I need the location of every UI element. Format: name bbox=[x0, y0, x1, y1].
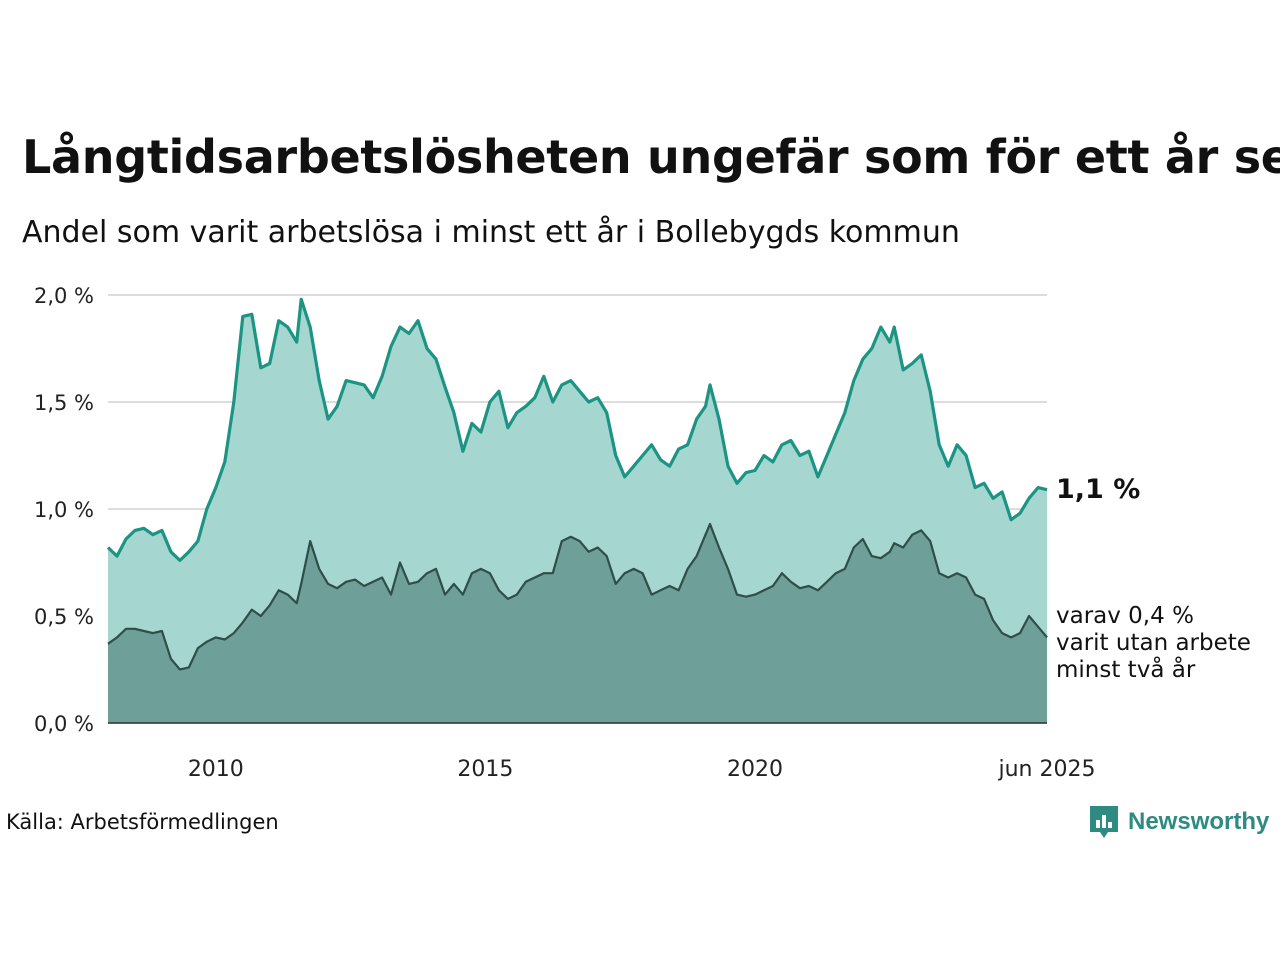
sub-label-line: varav 0,4 % bbox=[1056, 603, 1194, 629]
sub-label-line: varit utan arbete bbox=[1056, 630, 1251, 656]
primary-series-line bbox=[106, 297, 1048, 562]
newsworthy-logo-icon bbox=[1090, 806, 1118, 838]
y-tick-label: 0,5 % bbox=[34, 605, 94, 629]
y-tick-label: 0,0 % bbox=[34, 712, 94, 736]
x-tick-label: 2010 bbox=[188, 757, 244, 782]
chart-title: Långtidsarbetslösheten ungefär som för e… bbox=[22, 130, 1280, 184]
sub-series-label: varav 0,4 % varit utan arbete minst två … bbox=[1056, 603, 1276, 684]
brand-logo[interactable]: Newsworthy bbox=[1088, 804, 1269, 840]
secondary-series-line bbox=[107, 522, 1048, 671]
secondary-series-area bbox=[108, 524, 1047, 723]
source-note: Källa: Arbetsförmedlingen bbox=[6, 810, 279, 834]
x-tick-label: 2015 bbox=[457, 757, 513, 782]
y-tick-label: 1,5 % bbox=[34, 391, 94, 415]
chart-subtitle: Andel som varit arbetslösa i minst ett å… bbox=[22, 215, 960, 250]
sub-label-line: minst två år bbox=[1056, 657, 1196, 683]
y-tick-label: 1,0 % bbox=[34, 498, 94, 522]
x-tick-label: 2020 bbox=[727, 757, 783, 782]
brand-name: Newsworthy bbox=[1128, 808, 1270, 835]
x-tick-label: jun 2025 bbox=[998, 757, 1096, 782]
end-value-label: 1,1 % bbox=[1056, 474, 1141, 505]
y-tick-label: 2,0 % bbox=[34, 284, 94, 308]
